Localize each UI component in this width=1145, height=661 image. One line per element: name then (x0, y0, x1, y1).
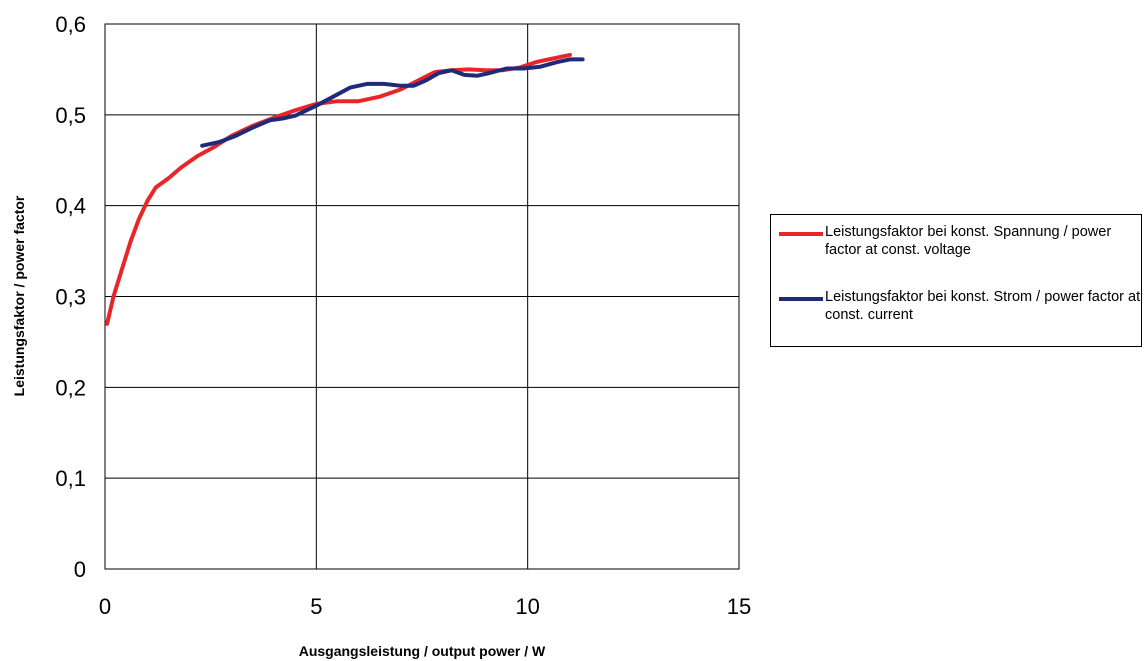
y-tick-label: 0,2 (55, 375, 86, 400)
legend-item-current: Leistungsfaktor bei konst. Strom / power… (779, 288, 1143, 324)
legend-swatch-current (779, 297, 823, 301)
series-line-0 (105, 52, 572, 326)
y-tick-label: 0,3 (55, 285, 86, 310)
y-tick-label: 0 (74, 557, 86, 582)
series-line-1 (200, 57, 585, 148)
legend-item-voltage: Leistungsfaktor bei konst. Spannung / po… (779, 223, 1143, 259)
x-tick-labels: 0 5 10 15 (99, 594, 751, 619)
y-tick-label: 0,5 (55, 103, 86, 128)
legend-label-voltage: Leistungsfaktor bei konst. Spannung / po… (825, 224, 1112, 258)
legend-swatch-voltage (779, 232, 823, 236)
y-tick-labels: 0 0,1 0,2 0,3 0,4 0,5 0,6 (55, 12, 86, 582)
x-axis-title: Ausgangsleistung / output power / W (299, 643, 546, 659)
y-tick-label: 0,1 (55, 466, 86, 491)
x-tick-label: 10 (515, 594, 539, 619)
y-tick-label: 0,4 (55, 194, 86, 219)
legend-label-current: Leistungsfaktor bei konst. Strom / power… (825, 289, 1141, 323)
y-tick-label: 0,6 (55, 12, 86, 37)
x-tick-label: 5 (310, 594, 322, 619)
x-tick-label: 0 (99, 594, 111, 619)
series-lines (105, 52, 585, 326)
legend: Leistungsfaktor bei konst. Spannung / po… (770, 214, 1142, 347)
plot-area-border (104, 23, 740, 570)
y-axis-title: Leistungsfaktor / power factor (11, 195, 27, 396)
x-tick-label: 15 (727, 594, 751, 619)
grid-lines (105, 24, 739, 569)
